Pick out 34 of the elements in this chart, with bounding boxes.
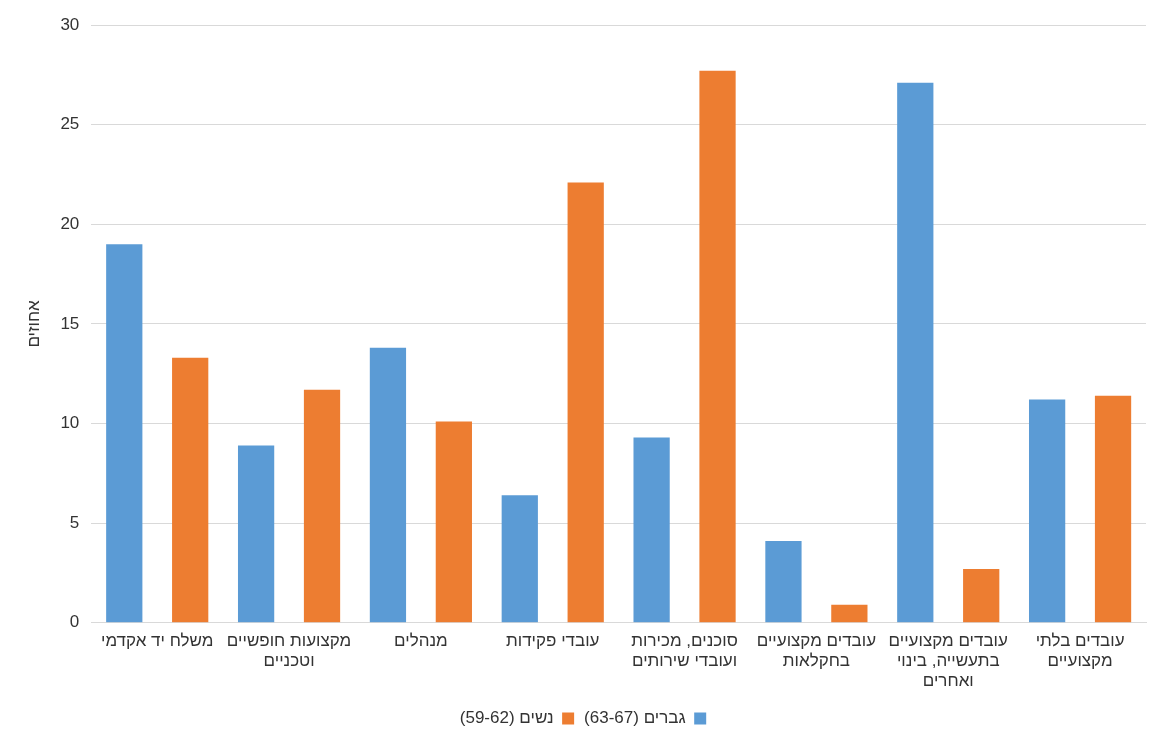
bar bbox=[1028, 399, 1066, 623]
x-tick-label: עובדי פקידות bbox=[506, 630, 600, 650]
bar bbox=[172, 357, 209, 623]
y-tick-label: 0 bbox=[69, 612, 80, 632]
y-tick-label: 20 bbox=[60, 213, 80, 233]
bar bbox=[963, 569, 1000, 623]
y-tick-label: 30 bbox=[60, 14, 80, 34]
bar bbox=[501, 495, 538, 623]
bar bbox=[303, 389, 341, 623]
bar bbox=[567, 182, 604, 623]
bar bbox=[1094, 395, 1132, 623]
x-tick-label: סוכנים, מכירות ועובדי שירותים bbox=[631, 630, 738, 671]
y-tick-label: 10 bbox=[60, 413, 80, 433]
x-tick-label: מנהלים bbox=[394, 630, 448, 650]
bar bbox=[369, 347, 407, 623]
bar bbox=[633, 437, 670, 623]
bar bbox=[699, 70, 736, 623]
bar bbox=[831, 604, 868, 623]
x-tick-label: מקצועות חופשיים וטכניים bbox=[226, 630, 352, 671]
bar bbox=[897, 82, 934, 623]
y-axis-title: אחוזים bbox=[23, 299, 43, 348]
x-tick-label: עובדים מקצועיים בתעשייה, בינוי ואחרים bbox=[888, 630, 1009, 691]
y-tick-label: 15 bbox=[60, 313, 80, 333]
bar bbox=[106, 244, 143, 623]
bar bbox=[435, 421, 472, 623]
legend-label: גברים (63-67) bbox=[584, 708, 686, 728]
x-tick-label: משלח יד אקדמי bbox=[101, 630, 214, 650]
y-tick-label: 25 bbox=[60, 114, 80, 134]
y-tick-label: 5 bbox=[69, 512, 80, 532]
x-tick-label: עובדים בלתי מקצועיים bbox=[1035, 630, 1125, 671]
bar bbox=[765, 541, 802, 623]
bar bbox=[237, 445, 275, 623]
legend-label: נשים (59-62) bbox=[459, 708, 554, 728]
x-tick-label: עובדים מקצועיים בחקלאות bbox=[756, 630, 877, 671]
